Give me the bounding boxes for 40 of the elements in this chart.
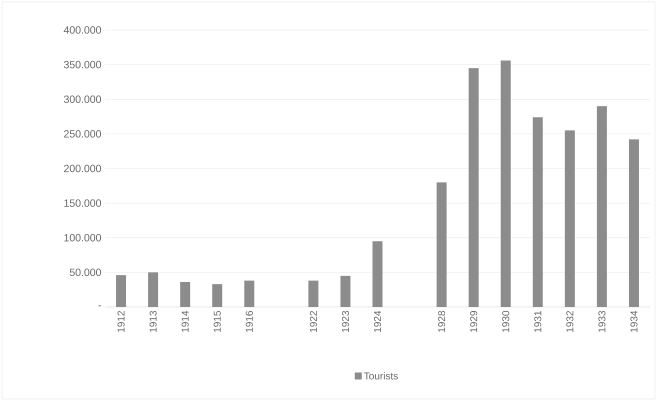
bar — [308, 280, 318, 307]
y-tick-label: 250.000 — [64, 130, 102, 138]
x-tick-label: 1934 — [630, 310, 638, 332]
bar — [436, 182, 447, 307]
x-tick-label: 1913 — [150, 310, 157, 332]
y-tick-label: 200.000 — [64, 164, 102, 172]
x-tick-label: 1914 — [182, 310, 189, 332]
x-tick-label: 1932 — [566, 311, 574, 332]
y-tick-label: 150.000 — [64, 199, 102, 207]
bar — [468, 68, 479, 307]
x-tick-label: 1923 — [342, 310, 349, 332]
x-tick-label: 1931 — [534, 311, 542, 332]
bar — [340, 276, 350, 307]
bar — [212, 284, 222, 307]
y-tick-label: 50.000 — [70, 268, 102, 276]
legend-label: Tourists — [364, 372, 398, 380]
bar — [628, 139, 639, 307]
bar — [532, 117, 543, 307]
x-tick-label: 1912 — [118, 311, 125, 332]
bar — [564, 130, 575, 307]
y-tick-label: 400.000 — [64, 26, 102, 34]
bar — [116, 275, 126, 307]
x-tick-label: 1928 — [438, 310, 446, 332]
y-tick-label: 100.000 — [64, 234, 102, 242]
bar — [148, 272, 158, 307]
bar — [180, 282, 190, 307]
bar — [500, 60, 511, 307]
x-tick-label: 1929 — [470, 310, 478, 332]
bar — [244, 280, 254, 307]
bar — [372, 241, 382, 307]
x-tick-label: 1930 — [502, 310, 510, 332]
x-tick-label: 1922 — [310, 311, 317, 332]
x-tick-label: 1915 — [214, 310, 221, 332]
y-tick-label: 350.000 — [64, 60, 102, 68]
y-tick-label: - — [98, 305, 102, 306]
x-tick-label: 1933 — [598, 310, 606, 332]
y-tick-label: 300.000 — [64, 96, 102, 103]
x-tick-label: 1916 — [246, 310, 253, 332]
x-tick-label: 1924 — [374, 310, 382, 332]
bar — [596, 106, 607, 307]
